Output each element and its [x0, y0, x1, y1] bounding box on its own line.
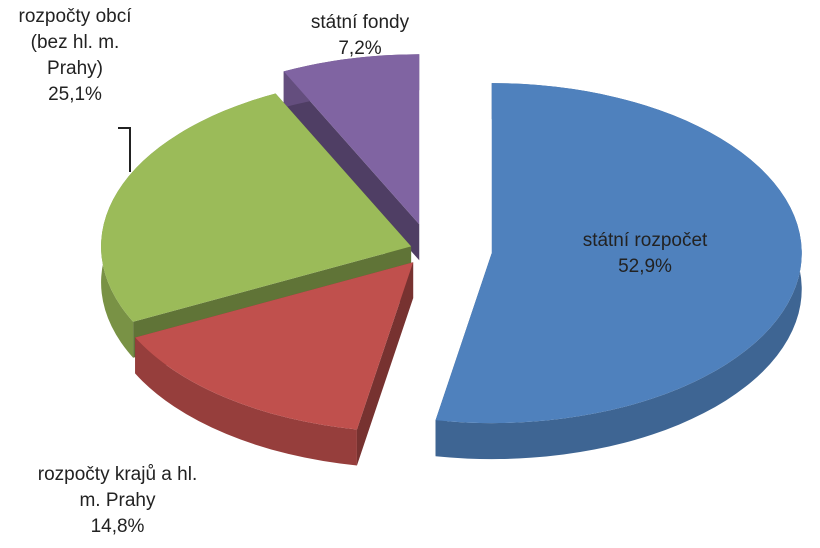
slice-side	[356, 262, 414, 466]
slice-side	[283, 71, 420, 261]
leader-line	[118, 127, 131, 172]
slice-label: státní fondy 7,2%	[280, 10, 440, 62]
category-label: státní fondy	[310, 12, 410, 33]
slice	[101, 93, 412, 322]
slice-label: státní rozpočet 52,9%	[560, 228, 730, 280]
slice-rim	[135, 337, 357, 466]
slice	[283, 54, 420, 225]
value-label: 25,1%	[48, 84, 102, 105]
value-label: 14,8%	[90, 516, 145, 537]
category-label: státní rozpočet	[582, 230, 708, 251]
slice-label: rozpočty krajů a hl. m. Prahy 14,8%	[35, 462, 200, 540]
category-label: rozpočty krajů a hl. m. Prahy	[37, 464, 198, 511]
category-label: rozpočty obcí (bez hl. m. Prahy)	[18, 6, 132, 79]
slice	[435, 83, 802, 424]
slice-label: rozpočty obcí (bez hl. m. Prahy) 25,1%	[5, 4, 145, 108]
value-label: 7,2%	[338, 38, 382, 59]
slice	[135, 262, 414, 430]
value-label: 52,9%	[618, 256, 672, 277]
